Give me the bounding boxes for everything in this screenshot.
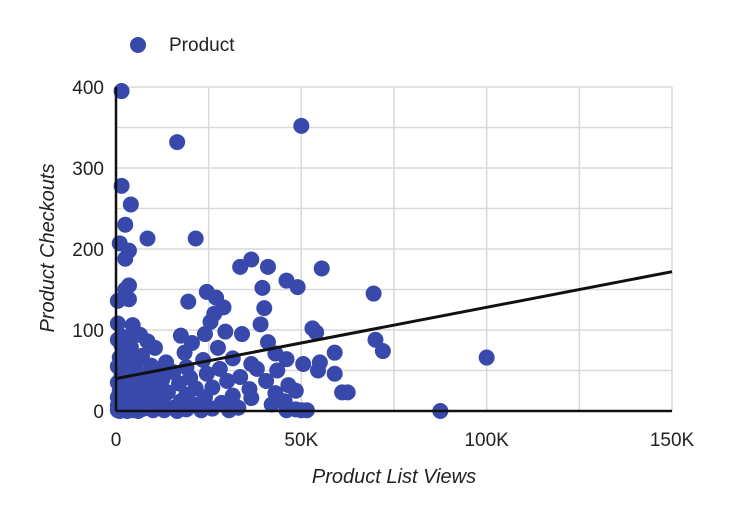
data-point xyxy=(308,324,325,341)
data-point xyxy=(287,382,304,399)
x-tick-label: 100K xyxy=(464,430,509,451)
data-point xyxy=(232,258,249,275)
data-point xyxy=(169,134,186,151)
data-point xyxy=(234,326,251,343)
x-tick-label: 50K xyxy=(284,430,318,451)
data-point xyxy=(478,349,495,366)
data-point xyxy=(146,339,163,356)
data-point xyxy=(248,360,265,377)
data-point xyxy=(180,293,197,310)
data-point xyxy=(176,344,193,361)
legend-marker xyxy=(130,37,146,53)
data-point xyxy=(258,373,275,390)
y-tick-label: 200 xyxy=(72,240,104,261)
data-point xyxy=(254,279,271,296)
trendline xyxy=(115,270,673,381)
data-point xyxy=(252,316,269,333)
data-point xyxy=(293,117,310,134)
data-point xyxy=(113,177,130,194)
data-point xyxy=(139,230,156,247)
y-axis-ticks: 0 100 200 300 400 xyxy=(72,78,104,423)
data-point xyxy=(374,343,391,360)
data-point xyxy=(217,323,234,340)
data-point xyxy=(122,196,139,213)
x-tick-label: 0 xyxy=(111,430,122,451)
x-axis-title: Product List Views xyxy=(312,466,476,488)
y-tick-label: 0 xyxy=(93,402,104,423)
data-point xyxy=(326,344,343,361)
data-point xyxy=(232,368,249,385)
data-point xyxy=(259,258,276,275)
data-point xyxy=(198,365,215,382)
y-tick-label: 100 xyxy=(72,321,104,342)
data-point xyxy=(109,315,126,332)
x-axis-ticks: 0 50K 100K 150K xyxy=(111,430,695,451)
data-point xyxy=(209,339,226,356)
data-point xyxy=(113,83,130,100)
data-point xyxy=(295,356,312,373)
data-point xyxy=(211,360,228,377)
data-point xyxy=(243,390,260,407)
y-axis-title: Product Checkouts xyxy=(37,164,59,333)
data-point xyxy=(289,279,306,296)
data-point xyxy=(120,291,137,308)
legend-label: Product xyxy=(169,35,235,56)
data-point xyxy=(117,250,134,267)
y-tick-label: 400 xyxy=(72,78,104,99)
data-point xyxy=(196,326,213,343)
x-tick-label: 150K xyxy=(650,430,695,451)
y-tick-label: 300 xyxy=(72,159,104,180)
data-point xyxy=(326,365,343,382)
data-point xyxy=(117,216,134,233)
data-point xyxy=(310,362,327,379)
data-point xyxy=(259,334,276,351)
data-point xyxy=(313,260,330,277)
data-point xyxy=(187,230,204,247)
data-point xyxy=(202,313,219,330)
gridlines xyxy=(116,86,673,411)
legend: Product xyxy=(130,35,235,56)
data-point xyxy=(256,300,273,317)
data-point xyxy=(171,375,188,392)
data-point xyxy=(263,396,280,413)
data-point xyxy=(278,351,295,368)
axes xyxy=(114,87,672,413)
data-point xyxy=(367,331,384,348)
data-point xyxy=(219,373,236,390)
data-point xyxy=(269,362,286,379)
data-point xyxy=(339,384,356,401)
data-point xyxy=(365,285,382,302)
